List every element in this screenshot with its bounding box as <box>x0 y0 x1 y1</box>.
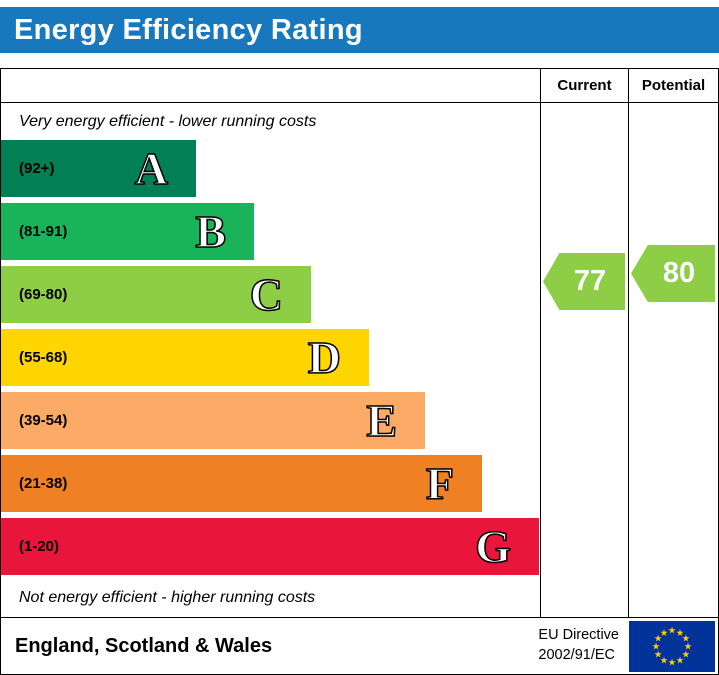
band-range: (21-38) <box>19 475 68 492</box>
bands-area: Very energy efficient - lower running co… <box>1 103 541 617</box>
region-label: England, Scotland & Wales <box>15 634 273 657</box>
svg-text:★: ★ <box>684 641 693 652</box>
top-note: Very energy efficient - lower running co… <box>19 113 317 130</box>
eu-directive-line1: EU Directive <box>538 627 619 644</box>
svg-text:★: ★ <box>668 625 677 636</box>
band-a: (92+) A <box>1 140 196 197</box>
svg-text:★: ★ <box>668 657 677 668</box>
svg-text:★: ★ <box>682 649 691 660</box>
chart-title: Energy Efficiency Rating <box>14 13 363 46</box>
current-rating-value: 77 <box>573 265 607 297</box>
svg-text:★: ★ <box>654 633 663 644</box>
column-header-potential: Potential <box>641 77 706 94</box>
svg-text:★: ★ <box>652 641 661 652</box>
bands: (92+) A (81-91) B (69-80) C (55-68) D (39-54) E (2… <box>1 140 539 581</box>
band-range: (69-80) <box>19 286 68 303</box>
band-g: (1-20) G <box>1 518 539 575</box>
band-letter: B <box>195 205 227 257</box>
svg-text:★: ★ <box>676 655 685 666</box>
band-c: (69-80) C <box>1 266 311 323</box>
band-letter: G <box>474 520 511 572</box>
potential-rating-arrow: 80 <box>631 245 715 302</box>
band-letter: F <box>425 457 455 509</box>
chart-box: Current Potential Very energy efficient … <box>0 68 719 675</box>
band-f: (21-38) F <box>1 455 482 512</box>
column-header-current: Current <box>541 69 629 102</box>
eu-flag-icon: ★ ★ ★ ★ ★ ★ ★ ★ ★ ★ ★ ★ <box>629 620 715 672</box>
band-range: (55-68) <box>19 349 68 366</box>
svg-text:★: ★ <box>682 633 691 644</box>
band-range: (1-20) <box>19 538 60 555</box>
band-b: (81-91) B <box>1 203 254 260</box>
band-d: (55-68) D <box>1 329 369 386</box>
grid-body: Very energy efficient - lower running co… <box>1 103 718 617</box>
grid-header: Current Potential <box>1 69 718 103</box>
eu-directive-line2: 2002/91/EC <box>538 647 616 663</box>
header-main-spacer <box>1 69 541 102</box>
footer-bar: England, Scotland & Wales EU Directive 2… <box>1 617 718 674</box>
band-letter: C <box>249 268 284 320</box>
svg-text:★: ★ <box>660 655 669 666</box>
current-column: 77 <box>541 103 629 617</box>
band-range: (92+) <box>19 160 55 177</box>
band-letter: A <box>134 142 169 194</box>
band-range: (81-91) <box>19 223 68 240</box>
eu-directive-label: EU Directive 2002/91/EC <box>538 626 619 665</box>
band-e: (39-54) E <box>1 392 425 449</box>
svg-text:★: ★ <box>654 649 663 660</box>
svg-text:★: ★ <box>660 627 669 638</box>
potential-column: 80 <box>629 103 718 617</box>
bottom-note: Not energy efficient - higher running co… <box>19 589 316 606</box>
band-range: (39-54) <box>19 412 68 429</box>
band-letter: E <box>366 394 398 446</box>
svg-text:★: ★ <box>676 627 685 638</box>
chart-title-bar: Energy Efficiency Rating <box>0 7 719 53</box>
potential-rating-value: 80 <box>662 257 696 289</box>
current-rating-arrow: 77 <box>543 253 625 310</box>
band-letter: D <box>307 331 342 383</box>
